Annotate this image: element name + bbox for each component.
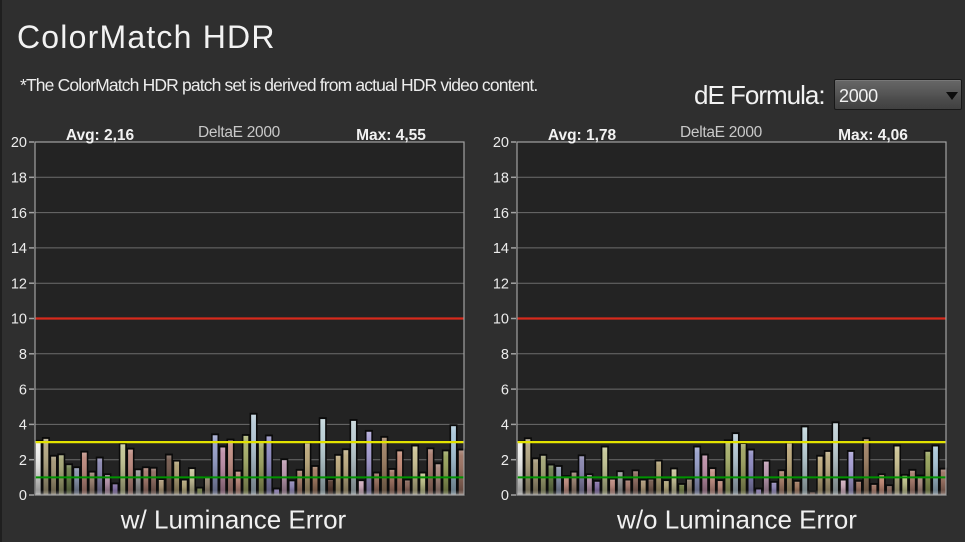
svg-text:2: 2: [19, 453, 27, 469]
svg-text:18: 18: [11, 171, 27, 187]
svg-text:20: 20: [11, 135, 27, 151]
svg-text:Max: 4,55: Max: 4,55: [356, 127, 426, 144]
svg-text:Max: 4,06: Max: 4,06: [838, 127, 908, 144]
svg-text:0: 0: [501, 488, 509, 504]
svg-text:2: 2: [501, 453, 509, 469]
svg-text:8: 8: [19, 347, 27, 363]
svg-text:DeltaE 2000: DeltaE 2000: [680, 124, 763, 141]
svg-text:w/o Luminance Error: w/o Luminance Error: [616, 505, 857, 535]
svg-text:4: 4: [19, 418, 27, 434]
svg-text:6: 6: [501, 382, 509, 398]
svg-text:4: 4: [501, 418, 509, 434]
svg-text:18: 18: [493, 171, 509, 187]
svg-text:DeltaE 2000: DeltaE 2000: [198, 124, 281, 141]
svg-text:14: 14: [11, 241, 27, 257]
svg-text:10: 10: [11, 312, 27, 328]
svg-text:0: 0: [19, 488, 27, 504]
svg-text:Avg: 1,78: Avg: 1,78: [548, 127, 617, 144]
svg-text:20: 20: [493, 135, 509, 151]
svg-text:16: 16: [11, 206, 27, 222]
svg-text:12: 12: [493, 276, 509, 292]
svg-text:w/ Luminance Error: w/ Luminance Error: [120, 505, 347, 535]
svg-text:8: 8: [501, 347, 509, 363]
svg-text:12: 12: [11, 276, 27, 292]
svg-text:Avg: 2,16: Avg: 2,16: [66, 127, 135, 144]
svg-text:10: 10: [493, 312, 509, 328]
svg-text:14: 14: [493, 241, 509, 257]
svg-text:6: 6: [19, 382, 27, 398]
svg-text:16: 16: [493, 206, 509, 222]
